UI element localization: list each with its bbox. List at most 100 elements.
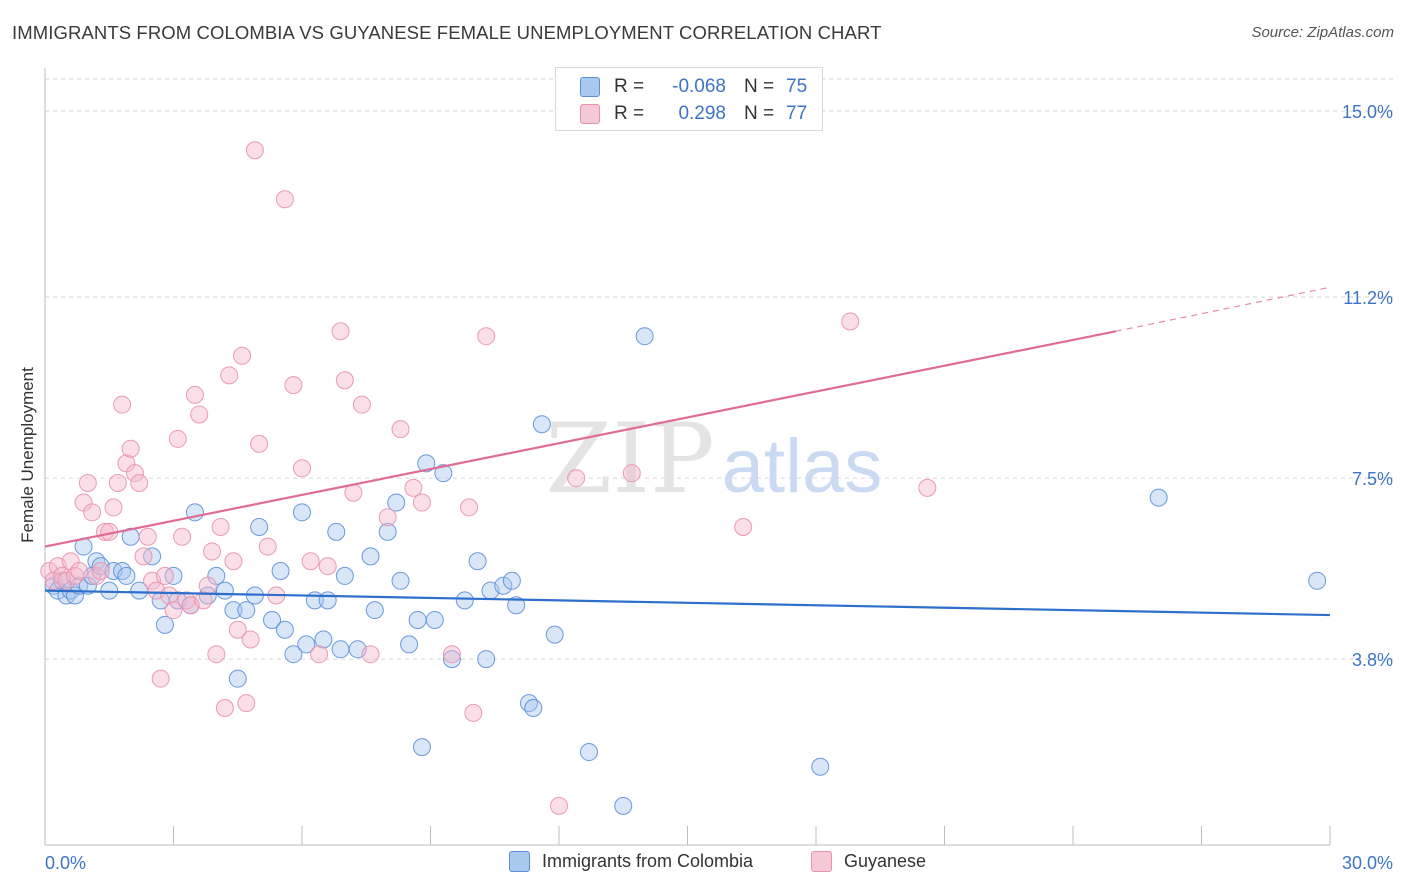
guyanese-point bbox=[284, 376, 303, 395]
guyanese-point bbox=[104, 498, 123, 517]
colombia-point bbox=[412, 738, 431, 757]
guyanese-point bbox=[228, 620, 247, 639]
colombia-point bbox=[442, 650, 461, 669]
legend-n-value: 77 bbox=[786, 103, 808, 124]
y-tick-label: 3.8% bbox=[1352, 650, 1393, 670]
guyanese-point bbox=[258, 537, 277, 556]
guyanese-point bbox=[412, 493, 431, 512]
legend-n-label: N = bbox=[744, 103, 775, 124]
guyanese-point bbox=[198, 576, 217, 595]
legend-item-guyanese[interactable]: Guyanese bbox=[811, 851, 926, 872]
colombia-point bbox=[284, 645, 303, 664]
source-label: Source: ZipAtlas.com bbox=[1251, 24, 1394, 41]
guyanese-point bbox=[361, 645, 380, 664]
guyanese-point bbox=[293, 459, 311, 478]
colombia-point bbox=[524, 699, 543, 718]
colombia-point bbox=[314, 630, 333, 649]
y-axis-label: Female Unemployment bbox=[18, 367, 37, 543]
guyanese-point bbox=[442, 645, 461, 664]
colombia-point bbox=[434, 464, 453, 483]
colombia-point bbox=[100, 581, 119, 600]
guyanese-point bbox=[250, 434, 269, 453]
colombia-trend-line bbox=[44, 589, 1331, 617]
guyanese-point bbox=[57, 571, 76, 590]
legend-n-value: 75 bbox=[786, 76, 808, 97]
guyanese-point bbox=[841, 312, 860, 331]
colombia-point bbox=[335, 566, 354, 585]
axes bbox=[44, 68, 1331, 846]
colombia-point bbox=[1149, 488, 1168, 507]
guyanese-point bbox=[318, 557, 337, 576]
guyanese-point bbox=[173, 527, 192, 546]
colombia-point bbox=[318, 591, 337, 610]
guyanese-point bbox=[160, 586, 179, 605]
legend-r-value: -0.068 bbox=[672, 76, 726, 97]
guyanese-point bbox=[164, 601, 183, 620]
colombia-point bbox=[417, 454, 436, 473]
colombia-point bbox=[297, 635, 316, 654]
colombia-point bbox=[263, 610, 282, 629]
guyanese-point bbox=[335, 371, 354, 390]
colombia-point bbox=[331, 640, 350, 659]
guyanese-point bbox=[211, 517, 230, 536]
colombia-point bbox=[250, 517, 269, 536]
colombia-point bbox=[224, 601, 243, 620]
guyanese-point bbox=[378, 508, 397, 527]
x-tick-label: 30.0% bbox=[1342, 853, 1393, 873]
legend-swatch-pink bbox=[580, 104, 600, 124]
guyanese-point bbox=[241, 630, 260, 649]
stats-legend: R = -0.068 N = 75 R = 0.298 N = 77 bbox=[555, 67, 823, 131]
colombia-point bbox=[387, 493, 406, 512]
legend-swatch-blue bbox=[509, 851, 530, 872]
guyanese-point bbox=[190, 405, 209, 424]
y-tick-label: 15.0% bbox=[1342, 102, 1393, 122]
guyanese-point bbox=[233, 346, 252, 365]
guyanese-point bbox=[460, 498, 479, 517]
colombia-point bbox=[117, 566, 136, 585]
guyanese-point bbox=[155, 566, 174, 585]
guyanese-point bbox=[215, 699, 234, 718]
colombia-point bbox=[502, 571, 521, 590]
guyanese-point bbox=[331, 322, 350, 341]
guyanese-point bbox=[622, 464, 641, 483]
colombia-point bbox=[271, 562, 290, 581]
colombia-point bbox=[275, 620, 294, 639]
watermark-atlas: atlas bbox=[722, 424, 883, 509]
colombia-point bbox=[155, 615, 174, 634]
guyanese-point bbox=[125, 464, 144, 483]
guyanese-point bbox=[550, 796, 568, 815]
guyanese-point bbox=[734, 517, 753, 536]
legend-label-colombia: Immigrants from Colombia bbox=[542, 851, 754, 871]
guyanese-point bbox=[151, 669, 170, 688]
guyanese-point bbox=[918, 478, 937, 497]
colombia-point bbox=[365, 601, 384, 620]
guyanese-point bbox=[113, 395, 132, 414]
colombia-point bbox=[391, 571, 410, 590]
guyanese-point bbox=[404, 478, 423, 497]
colombia-point bbox=[400, 635, 419, 654]
guyanese-point bbox=[477, 327, 496, 346]
colombia-point bbox=[237, 601, 256, 620]
guyanese-point bbox=[464, 703, 483, 722]
colombia-point bbox=[468, 552, 487, 571]
guyanese-point bbox=[245, 141, 264, 160]
legend-swatch-pink bbox=[811, 851, 832, 872]
colombia-point bbox=[1308, 571, 1327, 590]
legend-row-guyanese: R = 0.298 N = 77 bbox=[580, 102, 807, 126]
colombia-point bbox=[228, 669, 247, 688]
tick-labels: 3.8% 7.5% 11.2% 15.0% 0.0% 30.0% bbox=[45, 102, 1393, 873]
y-tick-label: 7.5% bbox=[1352, 469, 1393, 489]
guyanese-point bbox=[220, 366, 239, 385]
guyanese-point bbox=[194, 591, 213, 610]
colombia-point bbox=[378, 522, 397, 541]
legend-row-colombia: R = -0.068 N = 75 bbox=[580, 75, 807, 99]
colombia-point bbox=[425, 610, 444, 629]
colombia-point bbox=[532, 415, 551, 434]
guyanese-point bbox=[237, 694, 256, 713]
colombia-point bbox=[293, 503, 311, 522]
guyanese-point bbox=[44, 571, 63, 590]
legend-item-colombia[interactable]: Immigrants from Colombia bbox=[509, 851, 753, 872]
legend-n-label: N = bbox=[744, 76, 775, 97]
guyanese-point bbox=[207, 645, 226, 664]
